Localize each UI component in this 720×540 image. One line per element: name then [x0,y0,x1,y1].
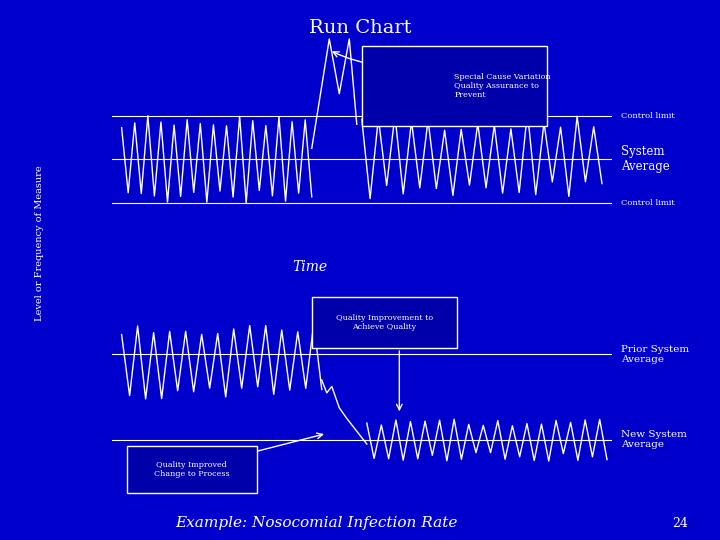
Text: New System
Average: New System Average [621,430,686,449]
Text: System
Average: System Average [621,145,670,173]
Text: Quality Improvement to
Achieve Quality: Quality Improvement to Achieve Quality [336,314,433,331]
Text: Prior System
Average: Prior System Average [621,345,689,364]
Text: Time: Time [292,260,327,274]
Text: Example: Nosocomial Infection Rate: Example: Nosocomial Infection Rate [176,516,458,530]
Text: 24: 24 [672,517,688,530]
FancyBboxPatch shape [361,45,547,126]
Text: Run Chart: Run Chart [309,19,411,37]
Text: Level or Frequency of Measure: Level or Frequency of Measure [35,165,44,321]
Text: Quality Improved
Change to Process: Quality Improved Change to Process [154,461,230,478]
Text: Special Cause Variation
Quality Assurance to
Prevent: Special Cause Variation Quality Assuranc… [454,73,551,99]
FancyBboxPatch shape [127,446,257,493]
Text: Control limit: Control limit [621,199,675,207]
Text: Control limit: Control limit [621,111,675,119]
FancyBboxPatch shape [312,297,457,348]
